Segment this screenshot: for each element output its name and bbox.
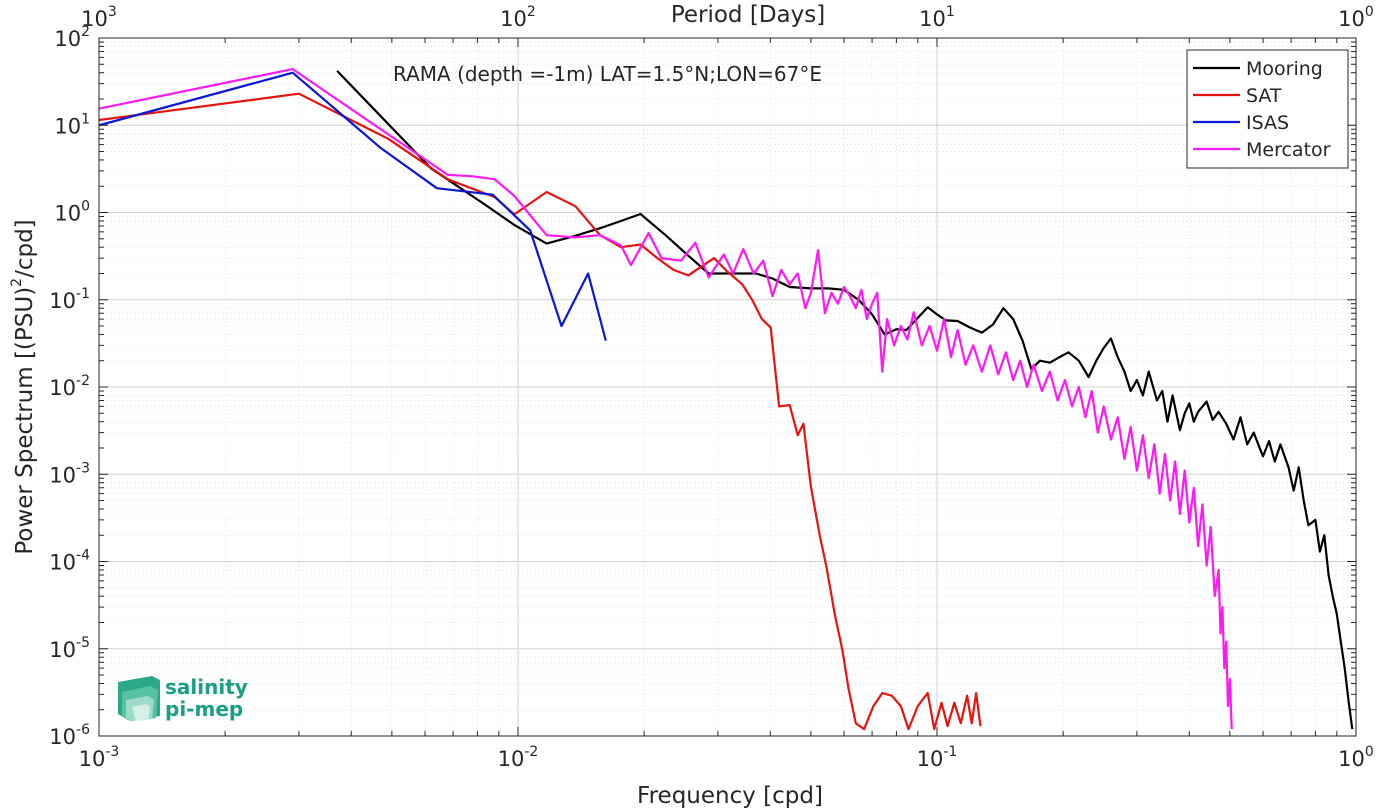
x-tick-label: 10-3 — [79, 744, 120, 771]
top-tick-label: 103 — [81, 4, 117, 31]
y-tick-exp: -6 — [76, 722, 90, 738]
y-tick-base: 10 — [49, 463, 76, 487]
x-tick-exp: -2 — [524, 744, 538, 760]
y-tick-label: 100 — [54, 199, 90, 226]
y-tick-base: 10 — [54, 27, 81, 51]
series-line-mooring — [336, 70, 1354, 730]
legend-label-sat: SAT — [1246, 85, 1282, 107]
top-tick-label: 101 — [919, 4, 955, 31]
legend-label-mercator: Mercator — [1246, 139, 1331, 161]
top-tick-base: 10 — [919, 7, 946, 31]
y-axis-label: Power Spectrum [(PSU)2/cpd] — [9, 219, 38, 554]
axis-ticks — [98, 37, 1357, 737]
y-tick-exp: -2 — [76, 373, 90, 389]
top-tick-base: 10 — [81, 7, 108, 31]
x-tick-base: 10 — [498, 747, 525, 771]
legend-label-mooring: Mooring — [1246, 58, 1323, 80]
top-tick-base: 10 — [1338, 7, 1365, 31]
salinity-pi-mep-logo: salinity pi-mep — [118, 675, 248, 721]
y-tick-base: 10 — [49, 551, 76, 575]
legend: Mooring SAT ISAS Mercator — [1186, 49, 1349, 169]
x-axis-label: Frequency [cpd] — [637, 783, 823, 809]
x-tick-exp: 0 — [1365, 744, 1374, 760]
top-axis-label: Period [Days] — [671, 2, 825, 28]
x-tick-exp: -3 — [105, 744, 119, 760]
y-tick-base: 10 — [49, 289, 76, 313]
series-line-isas — [99, 71, 607, 341]
y-tick-label: 10-6 — [49, 722, 90, 749]
y-tick-label: 10-1 — [49, 286, 90, 313]
y-tick-exp: -4 — [76, 548, 90, 564]
y-axis-label-main: Power Spectrum [(PSU) — [12, 287, 38, 555]
top-tick-exp: 0 — [1365, 4, 1374, 20]
y-axis-label-sup: 2 — [9, 278, 25, 287]
y-tick-exp: -5 — [76, 635, 90, 651]
y-axis-label-tail: /cpd] — [12, 219, 38, 278]
series-line-mercator — [99, 68, 1233, 730]
top-tick-base: 10 — [500, 7, 527, 31]
y-tick-label: 10-4 — [49, 548, 90, 575]
y-tick-base: 10 — [54, 202, 81, 226]
series-lines — [99, 68, 1354, 731]
y-tick-exp: -3 — [76, 460, 90, 476]
y-tick-exp: -1 — [76, 286, 90, 302]
y-tick-label: 10-3 — [49, 460, 90, 487]
top-tick-exp: 1 — [946, 4, 955, 20]
top-tick-label: 100 — [1338, 4, 1374, 31]
legend-label-isas: ISAS — [1246, 112, 1289, 134]
x-tick-base: 10 — [917, 747, 944, 771]
grid — [98, 37, 1357, 737]
logo-wave-4 — [132, 704, 150, 721]
logo-line-2: pi-mep — [165, 697, 243, 721]
top-tick-label: 102 — [500, 4, 536, 31]
y-tick-exp: 2 — [81, 24, 90, 40]
logo-line-1: salinity — [165, 675, 248, 699]
y-tick-exp: 1 — [81, 111, 90, 127]
legend-items: Mooring SAT ISAS Mercator — [1193, 58, 1331, 161]
top-tick-exp: 3 — [108, 4, 117, 20]
y-tick-label: 10-2 — [49, 373, 90, 400]
y-tick-label: 102 — [54, 24, 90, 51]
y-tick-label: 101 — [54, 111, 90, 138]
y-tick-base: 10 — [49, 725, 76, 749]
y-tick-base: 10 — [49, 376, 76, 400]
x-tick-base: 10 — [79, 747, 106, 771]
chart-title: RAMA (depth =-1m) LAT=1.5°N;LON=67°E — [393, 62, 822, 86]
y-tick-base: 10 — [49, 638, 76, 662]
top-tick-exp: 2 — [527, 4, 536, 20]
x-tick-label: 100 — [1338, 744, 1374, 771]
y-tick-exp: 0 — [81, 199, 90, 215]
x-tick-label: 10-1 — [917, 744, 958, 771]
y-tick-label: 10-5 — [49, 635, 90, 662]
x-tick-base: 10 — [1338, 747, 1365, 771]
x-tick-label: 10-2 — [498, 744, 539, 771]
y-tick-base: 10 — [54, 114, 81, 138]
x-tick-exp: -1 — [943, 744, 957, 760]
